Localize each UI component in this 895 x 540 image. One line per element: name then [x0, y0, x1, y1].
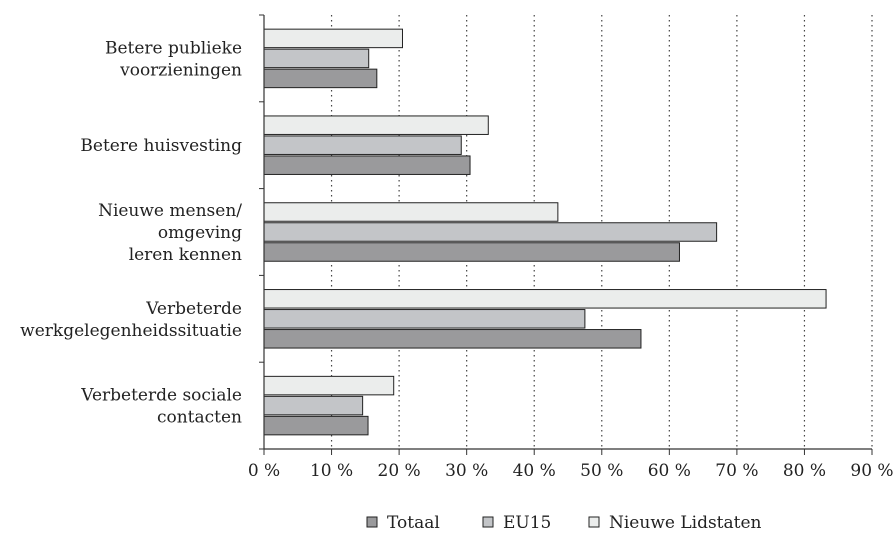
category-label: Nieuwe mensen/omgeving leren kennen	[98, 201, 242, 265]
bars	[263, 28, 827, 436]
bar-nieuwe-lidstaten	[263, 289, 827, 309]
x-tick-label: 20 %	[378, 461, 421, 481]
x-tick-label: 70 %	[715, 461, 758, 481]
category-label: Verbeterde werkgelegenheidssituatie	[20, 299, 242, 341]
bar-nieuwe-lidstaten	[263, 115, 489, 135]
bar-totaal	[263, 68, 378, 89]
category-label: Verbeterde sociale contacten	[80, 386, 242, 428]
legend: Totaal EU15 Nieuwe Lidstaten	[366, 513, 762, 533]
x-tick-label: 50 %	[580, 461, 623, 481]
bar-nieuwe-lidstaten	[263, 202, 559, 222]
bar-totaal	[263, 155, 471, 175]
category-label: Betere huisvesting	[80, 136, 242, 156]
legend-swatch	[482, 516, 494, 528]
bar-totaal	[263, 329, 642, 349]
legend-label: EU15	[503, 513, 551, 533]
x-tick-label: 80 %	[783, 461, 826, 481]
x-tick-labels: 0 % 10 % 20 % 30 % 40 % 50 % 60 % 70 % 80 % 90 %	[248, 461, 894, 481]
bar-eu15	[263, 135, 462, 155]
category-labels: Betere publieke voorzieningen Betere huisv…	[20, 38, 242, 427]
category-label: Betere publieke voorzieningen	[105, 38, 242, 80]
bar-nieuwe-lidstaten	[263, 28, 403, 49]
x-tick-label: 10 %	[310, 461, 353, 481]
legend-swatch	[366, 516, 378, 528]
legend-swatch	[588, 516, 600, 528]
bar-eu15	[263, 395, 364, 416]
bar-totaal	[263, 415, 369, 436]
x-tick-label: 40 %	[513, 461, 556, 481]
bar-totaal	[263, 242, 680, 262]
bar-eu15	[263, 222, 718, 242]
legend-label: Nieuwe Lidstaten	[609, 513, 762, 533]
x-tick-label: 90 %	[850, 461, 893, 481]
bar-nieuwe-lidstaten	[263, 375, 395, 396]
axes	[259, 14, 873, 455]
bar-eu15	[263, 309, 586, 329]
bar-eu15	[263, 48, 370, 69]
x-tick-label: 60 %	[648, 461, 691, 481]
x-tick-label: 30 %	[445, 461, 488, 481]
legend-label: Totaal	[387, 513, 440, 533]
x-tick-label: 0 %	[248, 461, 280, 481]
